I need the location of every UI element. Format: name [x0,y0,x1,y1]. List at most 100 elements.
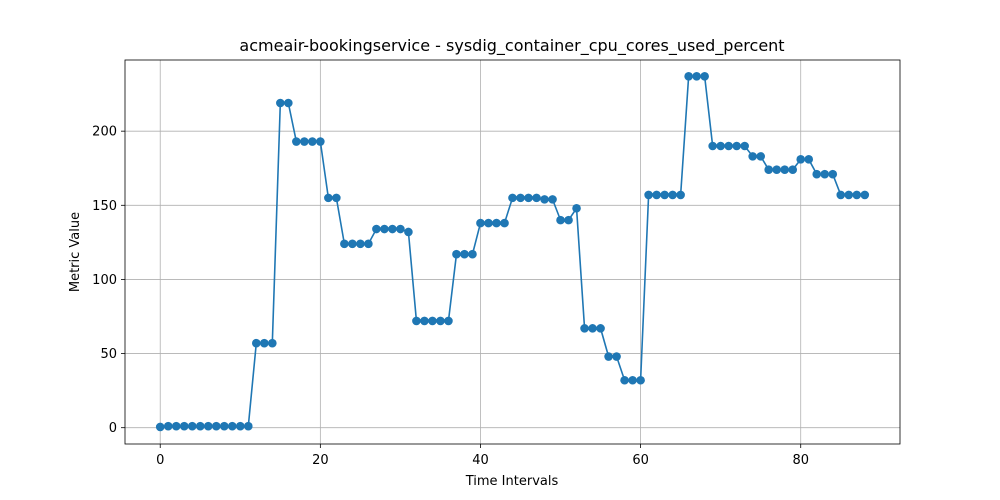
data-point [668,190,677,200]
data-point [468,249,477,259]
y-tick-label: 0 [109,421,117,436]
data-point [596,324,605,333]
data-point [372,224,381,234]
series-layer [155,72,870,432]
data-point [203,421,213,431]
data-point [748,152,757,161]
data-point [235,421,245,431]
data-point [852,190,862,200]
data-point [163,421,173,431]
data-point [316,137,325,146]
data-point [300,137,309,146]
data-point [604,352,613,361]
chart-title: acmeair-bookingservice - sysdig_containe… [239,36,784,56]
data-point [476,218,485,228]
data-point [676,190,685,200]
data-point [796,155,806,164]
data-point [516,193,525,203]
data-point [252,338,261,348]
data-point [484,218,493,228]
data-point [452,249,461,259]
data-point [860,190,870,200]
data-point [356,239,365,249]
y-tick-label: 50 [100,347,117,362]
data-point [724,141,733,151]
y-tick-label: 200 [92,125,117,140]
data-point [580,324,589,333]
x-tick-label: 40 [472,453,489,468]
data-point [740,141,749,151]
data-point [324,193,333,203]
data-point [396,224,405,234]
data-point [211,421,221,431]
data-point [788,165,798,175]
data-point [644,190,653,200]
data-point [780,165,790,175]
data-point [524,193,533,203]
data-point [436,316,445,326]
data-point [684,72,693,81]
data-point [772,165,782,175]
x-tick-label: 80 [792,453,809,468]
x-tick-label: 0 [156,453,164,468]
data-point [588,324,597,333]
data-point [612,352,621,361]
y-tick-label: 100 [92,273,117,288]
data-point [636,375,645,385]
data-point [620,375,629,385]
y-tick-label: 150 [92,199,117,214]
data-point [708,141,717,151]
data-point [284,98,293,108]
data-point [540,195,549,204]
data-point [388,224,397,234]
data-point [548,195,557,204]
tick-layer: 0 20 40 60 80 0 50 100 150 200 [92,125,809,468]
data-point [820,169,830,179]
data-point [412,316,421,326]
data-point [460,249,469,259]
data-point [260,338,269,348]
data-point [556,215,565,225]
data-point [500,218,509,228]
data-point [836,190,846,200]
data-point [444,316,453,326]
data-point [532,193,541,203]
data-point [628,375,637,385]
data-point [812,169,822,179]
data-point [700,72,709,81]
grid-layer [125,60,900,444]
y-axis-label: Metric Value [68,212,83,292]
plot-frame [124,59,901,445]
data-point [508,193,517,203]
data-point [195,421,205,431]
data-point [420,316,429,326]
data-point [219,421,229,431]
data-point [564,215,573,225]
x-tick-label: 20 [312,453,329,468]
data-point [716,141,725,151]
data-point [292,137,301,146]
data-point [348,239,357,249]
data-point [340,239,349,249]
data-point [428,316,437,326]
data-point [187,421,197,431]
data-point [844,190,854,200]
data-point [572,203,581,213]
x-tick-label: 60 [632,453,649,468]
data-point [804,155,814,164]
data-point [732,141,741,151]
data-point [332,193,341,203]
data-point [179,421,189,431]
data-point [308,137,317,146]
data-point [276,98,285,108]
data-point [828,169,838,179]
data-point [171,421,181,431]
data-point [764,165,773,175]
data-point [268,338,277,348]
data-point [227,421,237,431]
data-point [155,422,165,432]
data-point [243,421,253,431]
data-point [756,152,765,161]
